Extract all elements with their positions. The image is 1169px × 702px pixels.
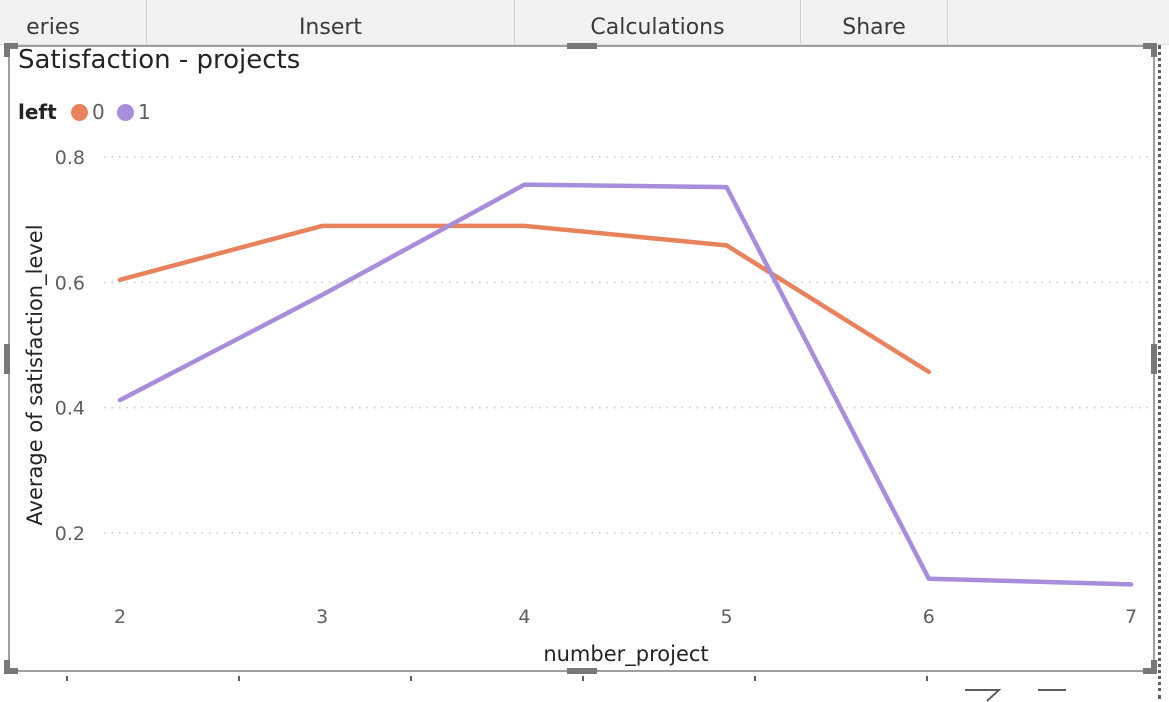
resize-handle-top-right[interactable] [1143,43,1157,49]
x-tick-label: 4 [518,606,530,628]
legend-item-1[interactable]: 1 [117,100,151,124]
tab-series[interactable]: eries [0,0,147,44]
y-axis-label: Average of satisfaction_level [23,224,48,525]
legend-item-label: 1 [138,100,151,124]
resize-handle-bottom-right-v[interactable] [1151,660,1157,674]
resize-handle-bottom[interactable] [567,668,597,674]
tab-insert[interactable]: Insert [147,0,515,44]
legend-dot-icon [71,104,88,121]
tab-share[interactable]: Share [801,0,948,44]
x-tick-label: 6 [923,606,935,628]
resize-handle-bottom-right[interactable] [1143,668,1157,674]
x-axis-label: number_project [543,642,708,667]
resize-handle-top-right-v[interactable] [1151,43,1157,57]
resize-handle-right[interactable] [1151,344,1157,374]
focus-mode-icon[interactable] [1036,688,1074,702]
tab-calculations[interactable]: Calculations [515,0,801,44]
canvas-ruler [66,676,928,681]
filter-icon[interactable] [963,688,1001,702]
canvas-edge-guide [1158,45,1161,699]
legend-title: left [18,100,57,124]
resize-handle-top[interactable] [567,43,597,49]
resize-handle-top-left[interactable] [4,43,18,49]
legend-item-label: 0 [92,100,105,124]
resize-handle-bottom-left[interactable] [4,668,18,674]
x-tick-label: 7 [1125,606,1137,628]
x-tick-label: 2 [114,606,126,628]
y-tick-label: 0.6 [55,272,85,294]
resize-handle-left[interactable] [4,344,10,374]
legend-item-0[interactable]: 0 [71,100,105,124]
x-tick-label: 5 [721,606,733,628]
y-tick-label: 0.4 [55,398,85,420]
y-tick-label: 0.2 [55,523,85,545]
legend-dot-icon [117,104,134,121]
resize-handle-bottom-left-v[interactable] [4,660,10,674]
resize-handle-top-left-v[interactable] [4,43,10,57]
x-tick-label: 3 [316,606,328,628]
chart-title: Satisfaction - projects [18,45,301,75]
series-line-1 [117,182,1134,587]
series-line-0 [117,223,932,375]
ribbon-bar: eries Insert Calculations Share [0,0,1169,45]
y-tick-label: 0.8 [55,147,85,169]
